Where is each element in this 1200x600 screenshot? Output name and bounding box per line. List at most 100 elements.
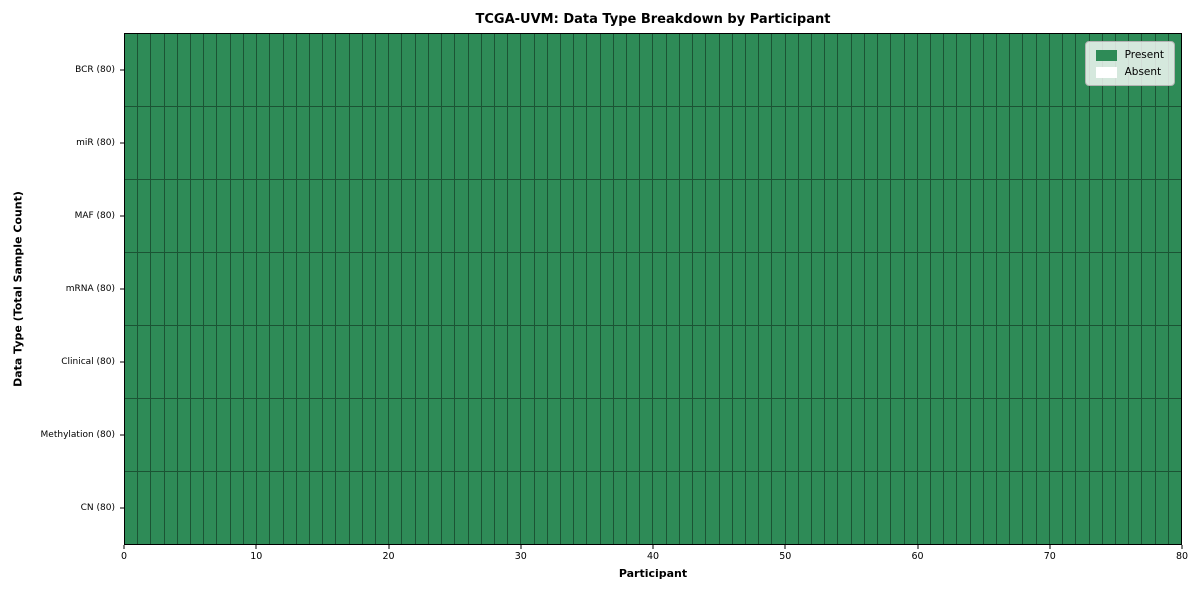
heatmap-cell: [838, 253, 851, 325]
heatmap-cell: [798, 180, 812, 252]
heatmap-cell: [904, 34, 917, 106]
heatmap-cell: [1168, 472, 1181, 544]
heatmap-cell: [125, 180, 138, 252]
heatmap-cell: [706, 253, 719, 325]
heatmap-cell: [587, 472, 600, 544]
heatmap-cell: [864, 472, 878, 544]
heatmap-cell: [191, 107, 204, 179]
heatmap-cell: [1036, 472, 1049, 544]
heatmap-cell: [957, 326, 970, 398]
heatmap-cell: [1063, 326, 1076, 398]
heatmap-cell: [970, 399, 983, 471]
heatmap-cell: [944, 34, 957, 106]
heatmap-cell: [891, 180, 904, 252]
heatmap-cell: [930, 326, 944, 398]
heatmap-cell: [719, 107, 732, 179]
heatmap-cell: [574, 180, 587, 252]
heatmap-cell: [415, 107, 428, 179]
heatmap-cell: [825, 326, 838, 398]
heatmap-cell: [944, 253, 957, 325]
heatmap-cell: [336, 472, 349, 544]
heatmap-cell: [534, 180, 547, 252]
heatmap-cell: [917, 326, 930, 398]
heatmap-cell: [349, 34, 362, 106]
y-tick-label: BCR (80): [75, 64, 115, 75]
heatmap-cell: [349, 399, 362, 471]
heatmap-cell: [732, 399, 745, 471]
x-tick-label: 0: [120, 551, 128, 562]
heatmap-cell: [494, 180, 508, 252]
heatmap-cell: [957, 34, 970, 106]
heatmap-cell: [138, 472, 151, 544]
heatmap-cell: [217, 34, 230, 106]
heatmap-cell: [653, 180, 666, 252]
heatmap-cell: [296, 180, 309, 252]
heatmap-cell: [1023, 253, 1036, 325]
heatmap-cell: [640, 34, 653, 106]
heatmap-cell: [362, 107, 376, 179]
heatmap-cell: [164, 180, 177, 252]
heatmap-cell: [309, 180, 323, 252]
heatmap-cell: [151, 107, 164, 179]
heatmap-cell: [376, 34, 389, 106]
heatmap-cell: [812, 107, 825, 179]
heatmap-cell: [666, 34, 679, 106]
heatmap-cell: [1023, 472, 1036, 544]
heatmap-cell: [217, 326, 230, 398]
heatmap-cell: [1036, 107, 1049, 179]
heatmap-cell: [759, 253, 772, 325]
heatmap-cell: [1115, 253, 1129, 325]
heatmap-cell: [204, 34, 217, 106]
heatmap-cell: [732, 107, 745, 179]
heatmap-cell: [296, 472, 309, 544]
heatmap-cell: [204, 399, 217, 471]
heatmap-cell: [1142, 107, 1155, 179]
heatmap-cell: [336, 107, 349, 179]
heatmap-cell: [812, 180, 825, 252]
heatmap-cell: [930, 34, 944, 106]
heatmap-cell: [891, 399, 904, 471]
heatmap-cell: [309, 472, 323, 544]
heatmap-cell: [759, 399, 772, 471]
heatmap-cell: [693, 253, 706, 325]
heatmap-cell: [1023, 399, 1036, 471]
heatmap-cell: [257, 180, 270, 252]
heatmap-cell: [336, 253, 349, 325]
heatmap-cell: [415, 472, 428, 544]
heatmap-cell: [336, 326, 349, 398]
heatmap-cell: [1049, 326, 1063, 398]
heatmap-cell: [970, 253, 983, 325]
heatmap-cell: [1089, 107, 1102, 179]
heatmap-cell: [125, 107, 138, 179]
heatmap-cell: [1036, 399, 1049, 471]
heatmap-cell: [970, 326, 983, 398]
legend-swatch: [1095, 49, 1117, 61]
heatmap-cell: [785, 326, 798, 398]
heatmap-cell: [217, 107, 230, 179]
heatmap-cell: [283, 399, 296, 471]
heatmap-cell: [904, 472, 917, 544]
heatmap-cell: [904, 107, 917, 179]
heatmap-cell: [851, 180, 864, 252]
heatmap-cell: [125, 472, 138, 544]
heatmap-cell: [455, 180, 468, 252]
heatmap-cell: [468, 107, 481, 179]
heatmap-cell: [257, 326, 270, 398]
heatmap-cell: [428, 180, 442, 252]
heatmap-cell: [204, 107, 217, 179]
heatmap-cell: [1168, 253, 1181, 325]
heatmap-cell: [125, 399, 138, 471]
heatmap-cell: [164, 34, 177, 106]
y-tick-mark: [120, 507, 124, 509]
heatmap-cell: [349, 253, 362, 325]
heatmap-cell: [851, 326, 864, 398]
heatmap-cell: [997, 399, 1010, 471]
heatmap-cell: [785, 107, 798, 179]
heatmap-cell: [600, 472, 613, 544]
heatmap-cell: [243, 180, 257, 252]
heatmap-cell: [534, 107, 547, 179]
heatmap-cell: [468, 34, 481, 106]
heatmap-cell: [1102, 180, 1115, 252]
heatmap-cell: [349, 180, 362, 252]
heatmap-cell: [494, 326, 508, 398]
